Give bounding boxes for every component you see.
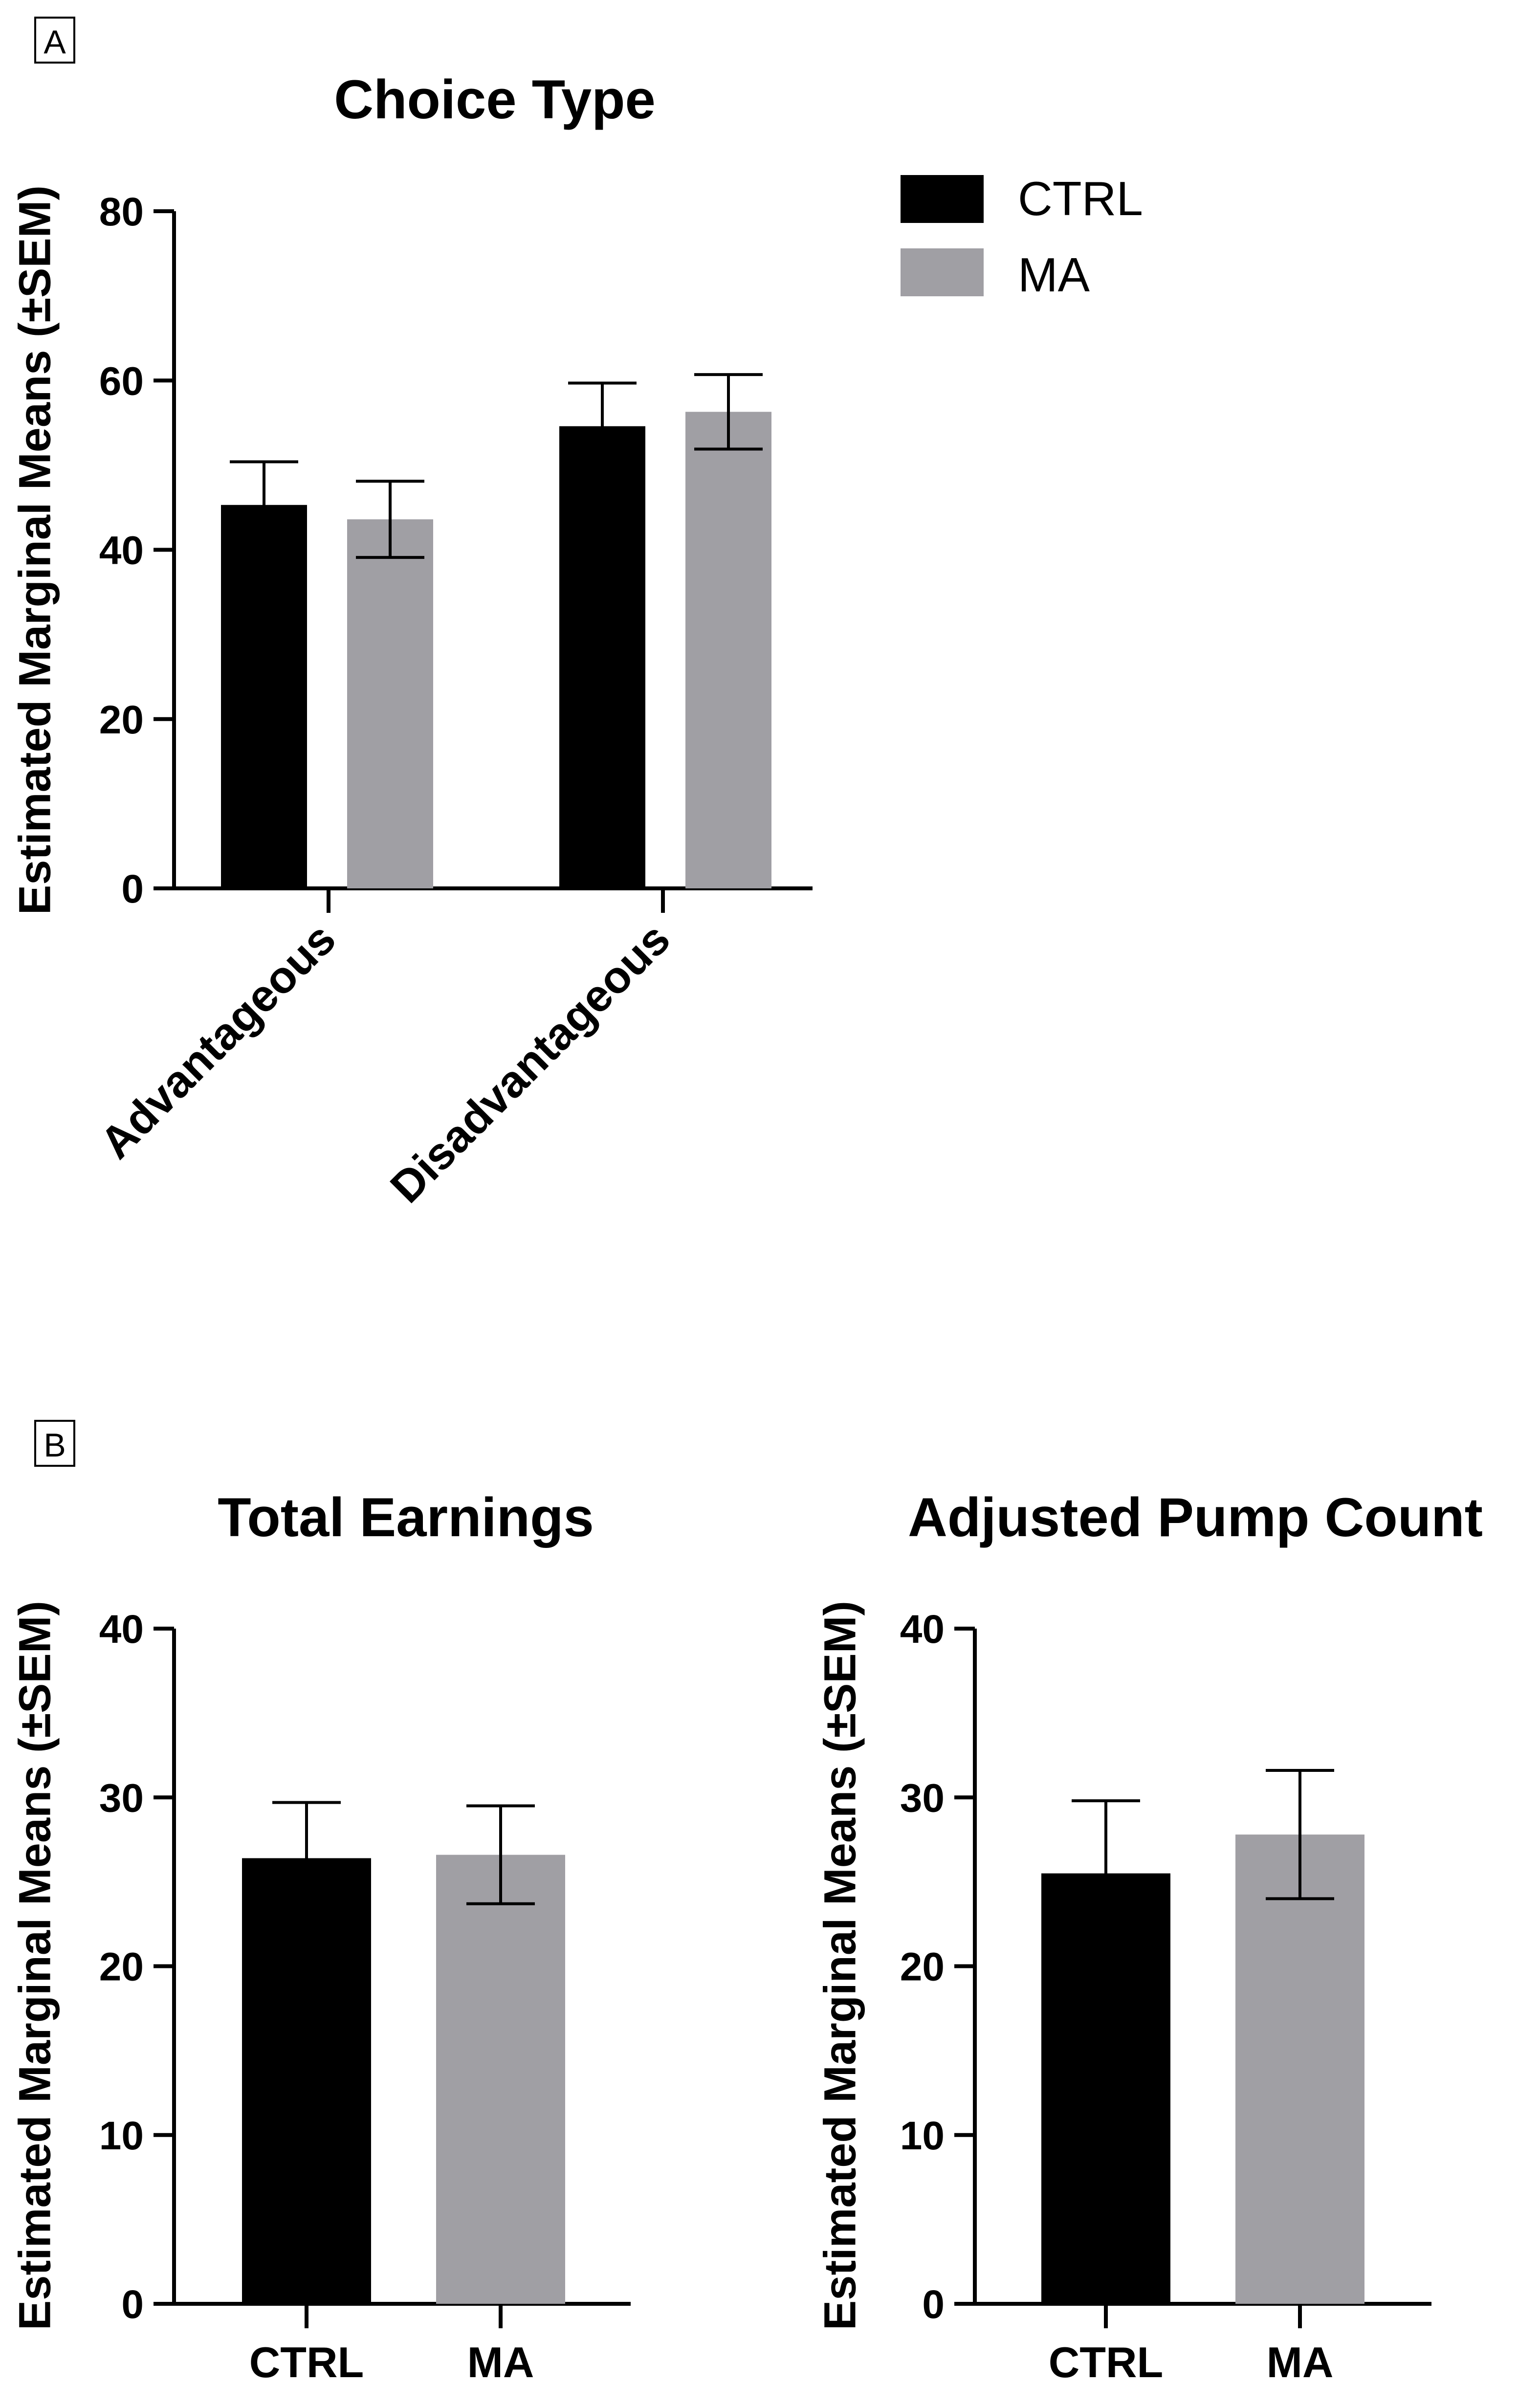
panel-b-label: B xyxy=(34,1420,75,1467)
y-tick-label: 40 xyxy=(99,529,144,573)
y-tick-label: 20 xyxy=(99,698,144,742)
bar-total-earnings-ctrl xyxy=(242,1858,371,2304)
y-tick-label: 0 xyxy=(922,2282,945,2327)
x-tick-label-ma: MA xyxy=(1267,2338,1334,2386)
y-axis-label: Estimated Marginal Means (±SEM) xyxy=(815,1601,865,2330)
chart-adjusted-pump-count: Adjusted Pump Count Estimated Marginal Me… xyxy=(815,1487,1483,2386)
bar-ctrl-advantageous xyxy=(221,505,307,888)
y-tick-label: 0 xyxy=(121,2282,144,2327)
x-tick-label-advantageous: Advantageous xyxy=(91,914,345,1168)
legend-swatch-ma xyxy=(901,248,984,296)
panel-a-label-box xyxy=(34,17,75,64)
chart-choice-type: Choice Type Estimated Marginal Means (±SE… xyxy=(10,69,813,1213)
chart-title: Choice Type xyxy=(334,69,656,130)
panel-b-label-box xyxy=(34,1420,75,1467)
y-tick-label: 10 xyxy=(99,2114,144,2158)
y-tick-label: 30 xyxy=(900,1776,945,1820)
panel-a-label: A xyxy=(34,17,75,64)
y-tick-label: 60 xyxy=(99,359,144,403)
legend: CTRL MA xyxy=(901,172,1143,302)
bar-total-earnings-ma xyxy=(436,1854,565,2304)
bar-ctrl-disadvantageous xyxy=(559,426,645,888)
chart-title: Adjusted Pump Count xyxy=(908,1487,1483,1548)
bar-adjusted-pump-count-ma xyxy=(1235,1834,1364,2304)
legend-item-ctrl: CTRL xyxy=(901,172,1143,225)
y-tick-label: 30 xyxy=(99,1776,144,1820)
y-axis-label: Estimated Marginal Means (±SEM) xyxy=(10,185,60,915)
chart-total-earnings: Total Earnings Estimated Marginal Means (… xyxy=(10,1487,631,2386)
panel-a-label-text: A xyxy=(44,23,66,61)
y-tick-label: 20 xyxy=(99,1945,144,1989)
y-tick-label: 80 xyxy=(99,190,144,234)
y-axis-label: Estimated Marginal Means (±SEM) xyxy=(10,1601,60,2330)
x-tick-label-ctrl: CTRL xyxy=(249,2338,364,2386)
panel-b-label-text: B xyxy=(44,1427,66,1464)
y-tick-label: 40 xyxy=(900,1607,945,1652)
y-tick-label: 10 xyxy=(900,2114,945,2158)
chart-title: Total Earnings xyxy=(218,1487,594,1548)
x-tick-label-ctrl: CTRL xyxy=(1049,2338,1164,2386)
y-tick-label: 40 xyxy=(99,1607,144,1652)
legend-item-ma: MA xyxy=(901,248,1090,302)
legend-swatch-ctrl xyxy=(901,175,984,223)
y-tick-label: 20 xyxy=(900,1945,945,1989)
legend-label-ma: MA xyxy=(1018,248,1090,302)
bar-ma-advantageous xyxy=(347,519,433,888)
bar-ma-disadvantageous xyxy=(685,412,771,888)
x-tick-label-ma: MA xyxy=(467,2338,534,2386)
y-tick-label: 0 xyxy=(121,867,144,911)
x-tick-label-disadvantageous: Disadvantageous xyxy=(381,914,680,1213)
legend-label-ctrl: CTRL xyxy=(1018,172,1143,225)
